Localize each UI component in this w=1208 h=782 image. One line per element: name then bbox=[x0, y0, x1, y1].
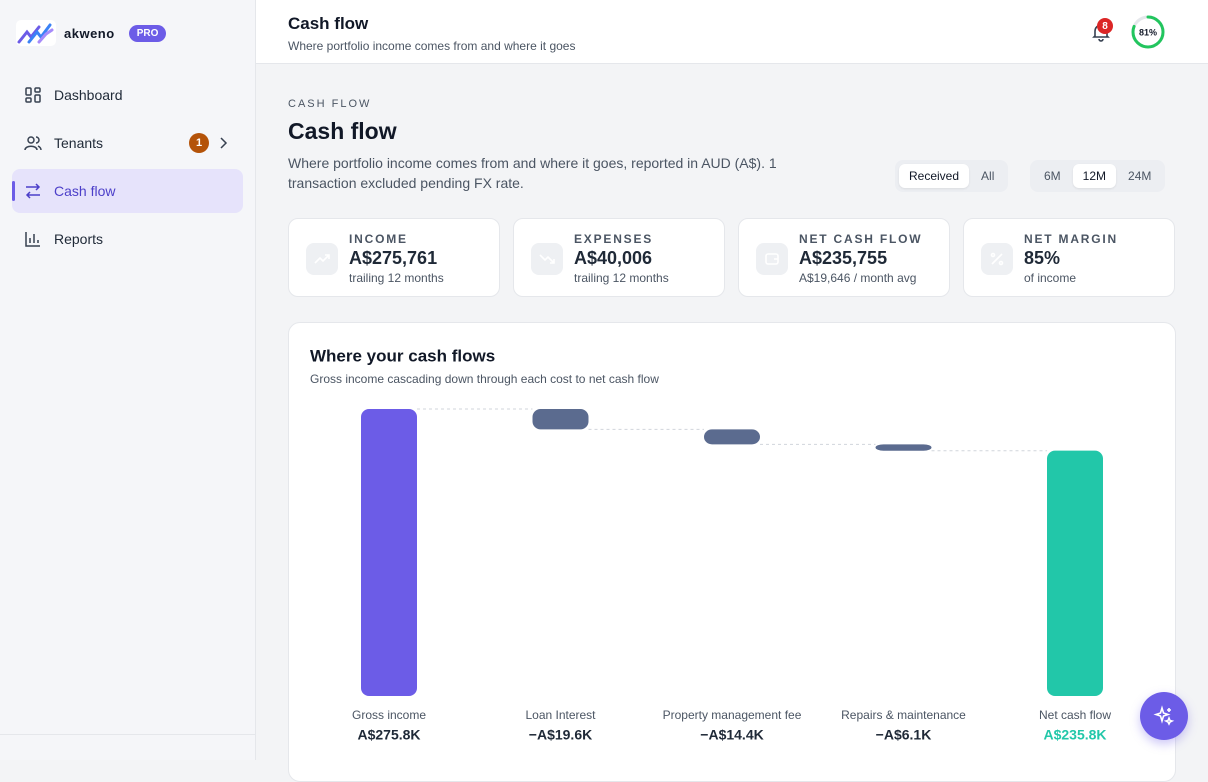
kpi-icon bbox=[756, 243, 788, 275]
assistant-button[interactable] bbox=[1140, 692, 1188, 740]
value-label: −A$14.4K bbox=[700, 727, 763, 743]
kpi-label: EXPENSES bbox=[574, 232, 654, 246]
kpi-label: NET CASH FLOW bbox=[799, 232, 923, 246]
icon bbox=[24, 136, 42, 151]
value-label: −A$19.6K bbox=[529, 727, 592, 743]
sidebar-footer bbox=[0, 734, 255, 735]
header-subtitle: Where portfolio income comes from and wh… bbox=[288, 39, 576, 53]
basis-toggle: Received All bbox=[895, 160, 1009, 192]
bar bbox=[704, 429, 760, 445]
logo bbox=[16, 20, 56, 46]
category-label: Repairs & maintenance bbox=[841, 708, 966, 722]
nav-item[interactable]: Cash flow bbox=[12, 169, 243, 213]
period-toggle: 6M 12M 24M bbox=[1030, 160, 1166, 192]
nav-item[interactable]: Tenants 1 bbox=[12, 121, 243, 165]
page-description: Where portfolio income comes from and wh… bbox=[288, 155, 777, 191]
kpi-card: EXPENSES A$40,006 trailing 12 months bbox=[513, 218, 725, 297]
header-title: Cash flow bbox=[288, 14, 369, 33]
bar bbox=[1047, 450, 1103, 696]
nav-count: 1 bbox=[189, 133, 209, 153]
kpi-icon bbox=[531, 243, 563, 275]
toggle-option[interactable]: All bbox=[981, 169, 995, 183]
bar bbox=[361, 409, 417, 696]
kpi-label: NET MARGIN bbox=[1024, 232, 1118, 246]
kpi-note: of income bbox=[1024, 271, 1077, 285]
chart-subtitle: Gross income cascading down through each… bbox=[310, 372, 659, 386]
score-label: 81% bbox=[1139, 27, 1157, 37]
nav-label: Tenants bbox=[54, 135, 104, 151]
notification-count: 8 bbox=[1097, 18, 1113, 34]
toggle-option[interactable]: Received bbox=[899, 164, 970, 188]
chart-title: Where your cash flows bbox=[310, 346, 495, 365]
nav-item[interactable]: Reports bbox=[12, 217, 243, 261]
kpi-note: trailing 12 months bbox=[574, 271, 669, 285]
kpi-label: INCOME bbox=[349, 232, 408, 246]
bar bbox=[532, 409, 589, 430]
kpi-card: NET CASH FLOW A$235,755 A$19,646 / month… bbox=[738, 218, 950, 297]
category-label: Gross income bbox=[352, 708, 426, 722]
plan-badge: PRO bbox=[128, 24, 167, 42]
kpi-value: A$40,006 bbox=[574, 248, 653, 268]
value-label: −A$6.1K bbox=[876, 727, 932, 743]
brand: akweno PRO bbox=[16, 20, 167, 46]
kpi-note: trailing 12 months bbox=[349, 271, 444, 285]
period-option[interactable]: 24M bbox=[1128, 169, 1152, 183]
period-option[interactable]: 6M bbox=[1044, 169, 1061, 183]
score-ring[interactable]: 81% bbox=[1131, 15, 1165, 49]
nav-item[interactable]: Dashboard bbox=[12, 73, 243, 117]
kpi-value: A$275,761 bbox=[349, 248, 438, 268]
kpi-note: A$19,646 / month avg bbox=[799, 271, 917, 285]
chart: Where your cash flows Gross income casca… bbox=[310, 346, 1111, 743]
icon bbox=[25, 87, 41, 103]
nav-label: Reports bbox=[54, 231, 104, 247]
category-label: Loan Interest bbox=[525, 708, 596, 722]
icon bbox=[25, 232, 40, 247]
eyebrow: CASH FLOW bbox=[288, 98, 372, 110]
category-label: Net cash flow bbox=[1039, 708, 1111, 722]
kpi-card: NET MARGIN 85% of income bbox=[963, 218, 1175, 297]
nav-label: Cash flow bbox=[54, 183, 116, 199]
sidebar: akweno PRO Dashboard Tenants 1 Cash flow… bbox=[0, 0, 256, 760]
brand-name: akweno bbox=[64, 25, 115, 41]
kpi-value: 85% bbox=[1024, 248, 1061, 268]
period-option[interactable]: 12M bbox=[1072, 164, 1117, 188]
kpi-card: INCOME A$275,761 trailing 12 months bbox=[288, 218, 500, 297]
category-label: Property management fee bbox=[663, 708, 802, 722]
score-arc bbox=[1131, 15, 1165, 49]
topbar: Cash flow Where portfolio income comes f… bbox=[256, 0, 1208, 64]
value-label: A$275.8K bbox=[357, 727, 420, 743]
icon bbox=[25, 183, 41, 199]
kpi-value: A$235,755 bbox=[799, 248, 888, 268]
chart-card: Where your cash flows Gross income casca… bbox=[288, 322, 1176, 782]
value-label: A$235.8K bbox=[1043, 727, 1106, 743]
page-title: Cash flow bbox=[288, 118, 397, 144]
kpi-icon bbox=[981, 243, 1013, 275]
bar bbox=[875, 444, 932, 451]
chevron bbox=[220, 137, 228, 149]
kpi-icon bbox=[306, 243, 338, 275]
nav-label: Dashboard bbox=[54, 87, 123, 103]
